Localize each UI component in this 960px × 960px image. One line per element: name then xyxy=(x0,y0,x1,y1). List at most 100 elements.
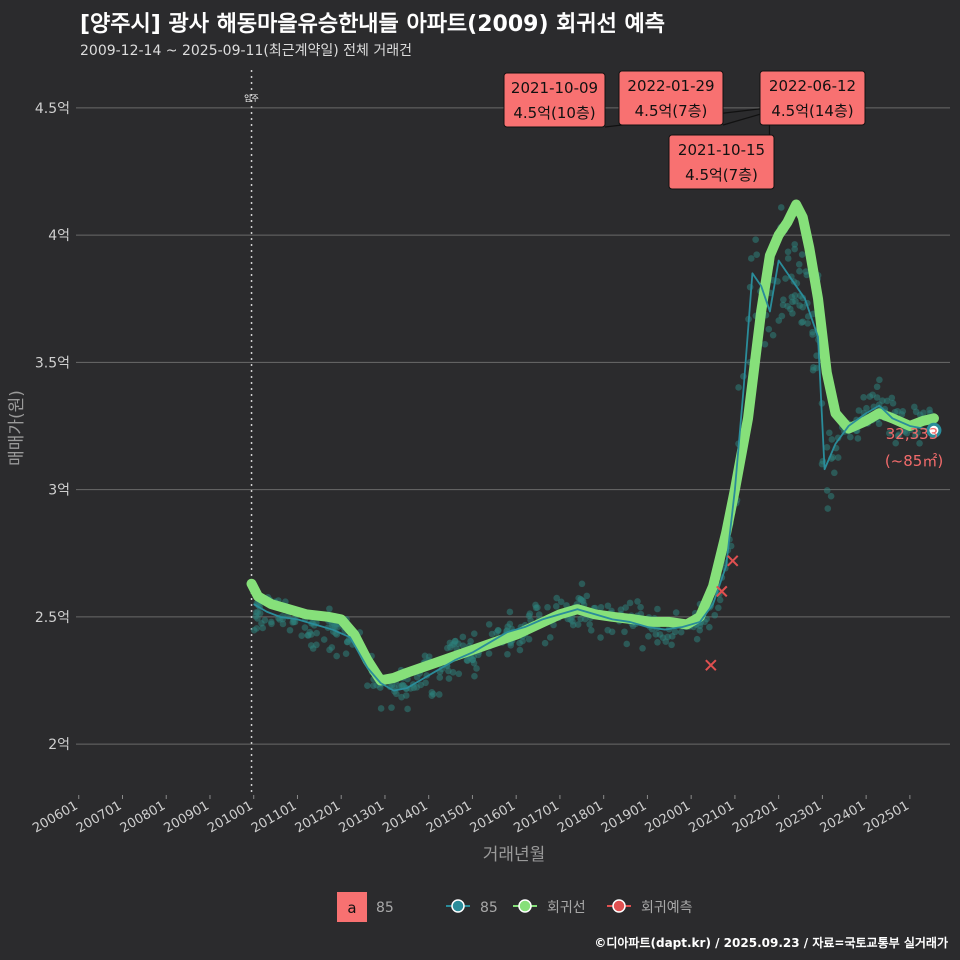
x-tick-label: 201501 xyxy=(424,798,474,836)
legend-label: 회귀예측 xyxy=(641,900,693,916)
scatter-point xyxy=(809,331,816,338)
scatter-point xyxy=(535,611,543,618)
legend-label: 85 xyxy=(376,900,394,916)
scatter-point xyxy=(671,628,679,636)
x-tick-label: 202001 xyxy=(643,798,693,836)
x-tick-label: 202201 xyxy=(730,798,780,836)
x-tick-label: 201401 xyxy=(380,798,430,836)
scatter-point xyxy=(286,626,294,634)
scatter-point xyxy=(911,403,918,411)
scatter-point xyxy=(740,373,747,380)
scatter-point xyxy=(796,267,803,275)
scatter-point xyxy=(796,302,803,309)
scatter-point xyxy=(485,621,493,628)
scatter-point xyxy=(777,204,785,211)
scatter-point xyxy=(393,690,400,698)
scatter-point xyxy=(569,621,577,629)
scatter-point xyxy=(516,639,523,647)
scatter-point xyxy=(746,283,754,291)
footer-credit: ©디아파트(dapt.kr) / 2025.09.23 / 자료=국토교통부 실… xyxy=(594,936,948,950)
scatter-point xyxy=(795,261,803,268)
scatter-point xyxy=(784,248,792,256)
annotation-callout: 2021-10-09 4.5억(10층) xyxy=(503,72,769,128)
scatter-point xyxy=(252,609,260,616)
scatter-point xyxy=(711,611,719,619)
y-tick-labels: 2억 2.5억 3억 3.5억 4억 4.5억 xyxy=(35,101,70,753)
scatter-point xyxy=(898,411,906,418)
scatter-point xyxy=(912,432,919,439)
scatter-point xyxy=(916,439,923,447)
annotation-layer: 2021-10-094.5억(10층)2022-01-294.5억(7층)202… xyxy=(503,70,866,190)
annotation-box xyxy=(668,134,775,190)
regression-line xyxy=(246,199,939,686)
y-tick-label: 3억 xyxy=(48,483,70,499)
scatter-point xyxy=(574,621,582,628)
scatter-point xyxy=(557,598,565,606)
scatter-point xyxy=(446,639,454,647)
scatter-point xyxy=(455,670,463,678)
scatter-point xyxy=(464,657,471,664)
scatter-point xyxy=(516,646,524,654)
scatter-point xyxy=(364,682,371,689)
scatter-point xyxy=(326,646,333,654)
legend-point-swatch xyxy=(612,899,626,913)
scatter-point xyxy=(298,632,306,639)
scatter-point xyxy=(604,602,612,610)
scatter-point xyxy=(435,691,443,698)
scatter-point xyxy=(342,650,350,657)
x-tick-label: 201801 xyxy=(555,798,605,836)
scatter-point xyxy=(586,621,593,628)
scatter-point xyxy=(544,603,551,611)
scatter-point xyxy=(782,275,789,282)
x-tick-label: 202501 xyxy=(861,798,911,836)
scatter-point xyxy=(546,634,554,641)
scatter-point xyxy=(854,435,862,442)
scatter-point xyxy=(445,675,453,682)
annotation-price: 4.5억(7층) xyxy=(635,102,708,120)
end-point-marker xyxy=(926,422,942,438)
scatter-point xyxy=(876,376,883,384)
scatter-point xyxy=(404,705,411,713)
scatter-point xyxy=(532,601,539,609)
scatter-point xyxy=(645,633,652,640)
scatter-point xyxy=(326,605,333,613)
scatter-point xyxy=(639,644,646,652)
page-subtitle: 2009-12-14 ~ 2025-09-11(최근계약일) 전체 거래건 xyxy=(80,43,412,59)
scatter-point xyxy=(444,644,451,652)
annotation-date: 2022-06-12 xyxy=(769,77,856,95)
scatter-point xyxy=(804,320,812,327)
scatter-point xyxy=(873,383,881,391)
scatter-point xyxy=(752,236,759,243)
y-tick-label: 4.5억 xyxy=(35,101,70,117)
scatter-point xyxy=(597,634,604,641)
y-tick-label: 2.5억 xyxy=(35,610,70,626)
y-tick-label: 3.5억 xyxy=(35,355,70,371)
x-tick-label: 202301 xyxy=(774,798,824,836)
scatter-point xyxy=(637,603,644,611)
scatter-point xyxy=(506,608,514,616)
scatter-point xyxy=(828,436,836,443)
scatter-point xyxy=(604,626,612,634)
scatter-point xyxy=(778,312,786,320)
legend-label: 회귀선 xyxy=(547,900,586,916)
scatter-point xyxy=(581,615,589,623)
scatter-point xyxy=(452,637,459,645)
scatter-point xyxy=(888,394,896,402)
scatter-point xyxy=(333,652,340,660)
annotation-date: 2021-10-09 xyxy=(511,79,598,97)
scatter-point xyxy=(471,672,478,680)
scatter-point xyxy=(926,406,933,414)
scatter-point xyxy=(402,692,410,699)
scatter-point xyxy=(860,394,867,401)
scatter-point xyxy=(623,640,631,648)
scatter-point xyxy=(889,400,897,407)
scatter-point xyxy=(421,652,429,660)
scatter-point xyxy=(343,638,351,646)
scatter-point xyxy=(825,429,833,437)
forecast-point xyxy=(716,585,728,598)
x-tick-label: 201901 xyxy=(599,798,649,836)
scatter-point xyxy=(445,667,452,675)
annotation-callout: 2022-01-29 4.5억(7층) xyxy=(618,70,783,126)
scatter-point xyxy=(831,469,838,477)
